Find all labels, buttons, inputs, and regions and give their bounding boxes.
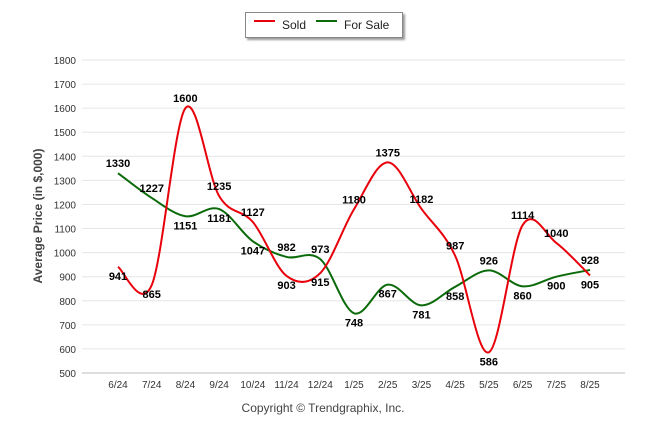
y-tick-label: 600 (59, 345, 76, 356)
y-tick-label: 1800 (54, 56, 77, 67)
x-tick-label: 9/24 (209, 380, 229, 391)
data-label-sold: 1040 (544, 228, 568, 240)
y-tick-label: 1100 (54, 225, 76, 236)
x-axis-ticks: 6/24 7/24 8/24 9/24 10/24 11/24 12/24 1/25 2/25 3… (108, 380, 600, 391)
data-label-for-sale: 1227 (139, 183, 163, 195)
y-tick-label: 1300 (54, 176, 77, 187)
data-label-sold: 1180 (342, 194, 366, 206)
y-tick-label: 1700 (54, 80, 77, 91)
data-label-for-sale: 858 (446, 291, 464, 303)
legend-label-for-sale: For Sale (344, 18, 390, 32)
data-label-for-sale: 1181 (207, 213, 231, 225)
x-tick-label: 8/24 (176, 380, 196, 391)
data-label-sold: 1375 (375, 147, 399, 159)
y-tick-label: 700 (59, 321, 76, 332)
x-tick-label: 3/25 (412, 380, 432, 391)
legend-swatch-for-sale (316, 20, 337, 22)
x-tick-label: 10/24 (240, 380, 265, 391)
data-label-sold: 1127 (241, 207, 265, 219)
data-label-sold: 1235 (207, 181, 231, 193)
data-label-for-sale: 1330 (106, 158, 130, 170)
data-label-sold: 915 (311, 277, 329, 289)
x-tick-label: 7/25 (547, 380, 567, 391)
data-label-for-sale: 867 (379, 289, 397, 301)
series-line-for-sale (117, 172, 591, 315)
data-label-for-sale: 1151 (173, 220, 197, 232)
x-tick-label: 1/25 (344, 380, 364, 391)
series-lines (117, 105, 591, 354)
data-label-sold: 1600 (173, 93, 197, 105)
data-label-sold: 1182 (409, 194, 433, 206)
y-tick-label: 1200 (54, 200, 77, 211)
data-labels: 941 865 1600 1235 1127 903 915 1180 1375 1182 987 5… (106, 93, 599, 368)
data-label-sold: 941 (109, 271, 127, 283)
y-axis-label: Average Price (in $,000) (31, 149, 45, 284)
x-tick-label: 11/24 (274, 380, 299, 391)
data-label-for-sale: 973 (311, 244, 329, 256)
y-tick-label: 500 (59, 369, 76, 380)
data-label-sold: 905 (581, 279, 599, 291)
data-label-for-sale: 781 (412, 309, 430, 321)
legend-label-sold: Sold (282, 18, 307, 32)
series-line-sold (117, 105, 591, 354)
data-label-sold: 586 (480, 356, 498, 368)
y-tick-label: 800 (59, 297, 76, 308)
data-label-for-sale: 900 (547, 281, 565, 293)
y-tick-label: 1000 (54, 249, 77, 260)
x-tick-label: 4/25 (445, 380, 465, 391)
grid-lines (82, 59, 625, 374)
y-tick-label: 1400 (54, 152, 77, 163)
x-tick-label: 7/24 (142, 380, 162, 391)
data-label-sold: 1114 (511, 210, 535, 222)
x-tick-label: 6/25 (513, 380, 533, 391)
data-label-sold: 903 (277, 280, 295, 292)
y-tick-label: 1500 (54, 128, 77, 139)
legend-swatch-sold (254, 20, 275, 22)
x-tick-label: 12/24 (308, 380, 333, 391)
data-label-for-sale: 982 (277, 242, 295, 254)
data-label-for-sale: 1047 (241, 245, 265, 257)
data-label-for-sale: 748 (345, 317, 363, 329)
y-axis-ticks: 500 600 700 800 900 1000 1100 1200 1300 1400 1500 1… (54, 56, 77, 380)
x-tick-label: 8/25 (580, 380, 600, 391)
x-tick-label: 6/24 (108, 380, 128, 391)
data-label-for-sale: 928 (581, 255, 599, 267)
data-label-for-sale: 860 (513, 290, 531, 302)
y-tick-label: 1600 (54, 104, 77, 115)
data-label-for-sale: 926 (480, 255, 498, 267)
data-label-sold: 987 (446, 241, 464, 253)
x-tick-label: 5/25 (479, 380, 499, 391)
copyright-footer: Copyright © Trendgraphix, Inc. (241, 401, 405, 415)
data-label-sold: 865 (143, 289, 161, 301)
y-tick-label: 900 (59, 273, 76, 284)
legend: Sold For Sale (245, 12, 403, 38)
x-tick-label: 2/25 (378, 380, 398, 391)
